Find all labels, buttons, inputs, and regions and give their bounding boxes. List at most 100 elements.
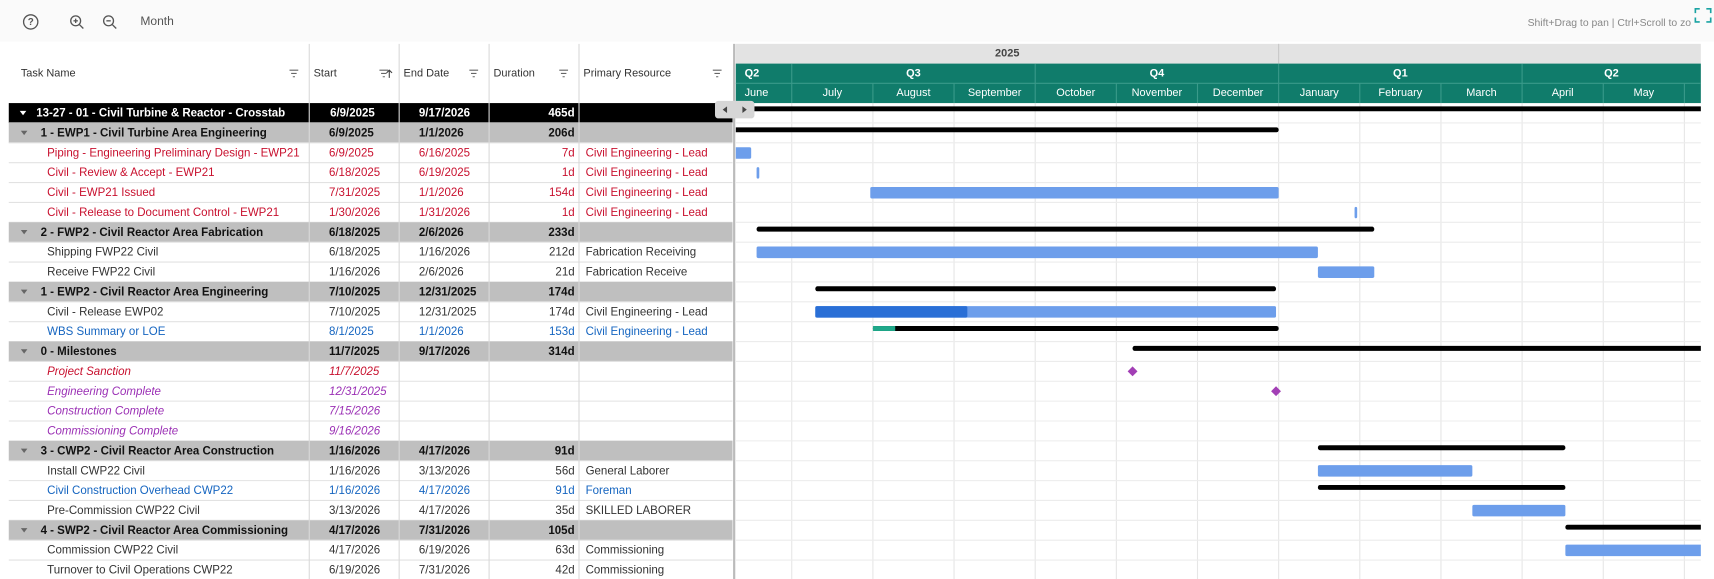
task-name: Install CWP22 Civil bbox=[47, 465, 145, 477]
end-date: 7/31/2026 bbox=[419, 565, 470, 577]
start-date: 6/18/2025 bbox=[329, 227, 381, 239]
collapse-toggle[interactable] bbox=[20, 230, 28, 235]
column-header: Duration bbox=[493, 67, 534, 79]
month-label: June bbox=[745, 87, 769, 99]
end-date: 2/6/2026 bbox=[419, 267, 464, 279]
duration: 35d bbox=[555, 505, 574, 517]
help-button[interactable]: ? bbox=[22, 14, 39, 30]
sort-indicator bbox=[386, 69, 393, 78]
zoom-out-button[interactable] bbox=[102, 15, 117, 29]
summary-bar bbox=[1317, 445, 1566, 451]
loe-progress bbox=[872, 326, 896, 331]
column-filter[interactable] bbox=[712, 69, 722, 78]
primary-resource: SKILLED LABORER bbox=[586, 505, 691, 517]
column-header: Primary Resource bbox=[583, 67, 671, 79]
row-background bbox=[8, 281, 733, 302]
task-bar bbox=[1317, 266, 1375, 278]
task-name: 13-27 - 01 - Civil Turbine & Reactor - C… bbox=[36, 108, 285, 120]
primary-resource: Civil Engineering - Lead bbox=[586, 147, 708, 159]
end-date: 12/31/2025 bbox=[419, 286, 477, 298]
month-label: January bbox=[1300, 87, 1339, 99]
level-of-effort-bar bbox=[1317, 485, 1566, 490]
duration: 105d bbox=[548, 525, 574, 537]
task-name: Commission CWP22 Civil bbox=[47, 545, 178, 557]
task-name: Construction Complete bbox=[47, 406, 164, 418]
end-date: 12/31/2025 bbox=[419, 306, 477, 318]
end-date: 6/19/2026 bbox=[419, 545, 470, 557]
task-name: Civil - Review & Accept - EWP21 bbox=[47, 167, 214, 179]
start-date: 6/9/2025 bbox=[329, 127, 374, 139]
splitter-handle[interactable] bbox=[714, 100, 755, 119]
column-header: End Date bbox=[404, 67, 450, 79]
primary-resource: Civil Engineering - Lead bbox=[586, 306, 708, 318]
start-date: 1/16/2026 bbox=[329, 465, 380, 477]
duration: 233d bbox=[548, 227, 574, 239]
month-label: May bbox=[1633, 87, 1654, 99]
start-date: 6/19/2026 bbox=[329, 565, 380, 577]
start-date: 4/17/2026 bbox=[329, 525, 380, 537]
task-name: Receive FWP22 Civil bbox=[47, 267, 155, 279]
column-filter[interactable] bbox=[469, 69, 479, 78]
start-date: 7/31/2025 bbox=[329, 187, 380, 199]
view-mode[interactable]: Month bbox=[140, 14, 173, 28]
row-background bbox=[8, 122, 733, 143]
start-date: 11/7/2025 bbox=[329, 346, 380, 358]
zoom-in-button[interactable] bbox=[70, 15, 84, 29]
summary-bar bbox=[735, 127, 1279, 133]
collapse-toggle[interactable] bbox=[19, 110, 27, 116]
collapse-toggle[interactable] bbox=[20, 349, 28, 354]
primary-resource: Foreman bbox=[586, 485, 632, 497]
task-name: Turnover to Civil Operations CWP22 bbox=[47, 565, 233, 577]
end-date: 2/6/2026 bbox=[419, 227, 464, 239]
start-date: 7/10/2025 bbox=[329, 286, 381, 298]
month-label: March bbox=[1466, 87, 1496, 99]
start-date: 3/13/2026 bbox=[329, 505, 380, 517]
duration: 465d bbox=[548, 108, 574, 120]
summary-bar bbox=[756, 226, 1375, 232]
end-date: 1/1/2026 bbox=[419, 127, 464, 139]
primary-resource: Civil Engineering - Lead bbox=[586, 207, 708, 219]
primary-resource: Commissioning bbox=[586, 545, 665, 557]
column-filter[interactable] bbox=[379, 69, 389, 78]
primary-resource: Civil Engineering - Lead bbox=[586, 187, 708, 199]
task-name: Civil - Release to Document Control - EW… bbox=[47, 207, 279, 219]
task-bar bbox=[735, 147, 752, 159]
duration: 174d bbox=[549, 306, 575, 318]
primary-resource: Civil Engineering - Lead bbox=[586, 167, 708, 179]
end-date: 3/13/2026 bbox=[419, 465, 470, 477]
collapse-toggle[interactable] bbox=[20, 448, 28, 454]
column-filter[interactable] bbox=[559, 69, 569, 78]
collapse-toggle[interactable] bbox=[20, 289, 28, 295]
start-date: 1/16/2026 bbox=[329, 445, 380, 457]
duration: 42d bbox=[555, 565, 574, 577]
collapse-toggle[interactable] bbox=[20, 528, 28, 533]
column-header: Task Name bbox=[21, 67, 76, 79]
start-date: 9/16/2026 bbox=[329, 426, 381, 438]
collapse-toggle[interactable] bbox=[20, 130, 28, 136]
duration: 154d bbox=[549, 187, 575, 199]
task-bar bbox=[1565, 544, 1701, 557]
task-name: Pre-Commission CWP22 Civil bbox=[47, 505, 200, 517]
month-label: October bbox=[1056, 87, 1095, 99]
summary-bar bbox=[1565, 524, 1701, 530]
end-date: 6/16/2025 bbox=[419, 147, 470, 159]
end-date: 6/19/2025 bbox=[419, 167, 470, 179]
duration: 153d bbox=[549, 326, 575, 338]
duration: 206d bbox=[548, 127, 574, 139]
month-label: September bbox=[968, 87, 1022, 99]
duration: 56d bbox=[555, 465, 574, 477]
start-date: 1/16/2026 bbox=[329, 485, 380, 497]
fullscreen-button[interactable] bbox=[1694, 7, 1712, 23]
duration: 63d bbox=[555, 545, 574, 557]
task-name: Shipping FWP22 Civil bbox=[47, 247, 158, 259]
task-bar bbox=[1354, 206, 1358, 219]
task-name: 4 - SWP2 - Civil Reactor Area Commission… bbox=[41, 525, 289, 537]
duration: 91d bbox=[555, 485, 574, 497]
task-name: Engineering Complete bbox=[47, 386, 161, 398]
quarter-label: Q2 bbox=[1604, 67, 1619, 79]
task-bar bbox=[870, 186, 1279, 199]
end-date: 9/17/2026 bbox=[419, 108, 470, 120]
column-filter[interactable] bbox=[289, 69, 299, 78]
task-name: 1 - EWP2 - Civil Reactor Area Engineerin… bbox=[41, 286, 269, 298]
